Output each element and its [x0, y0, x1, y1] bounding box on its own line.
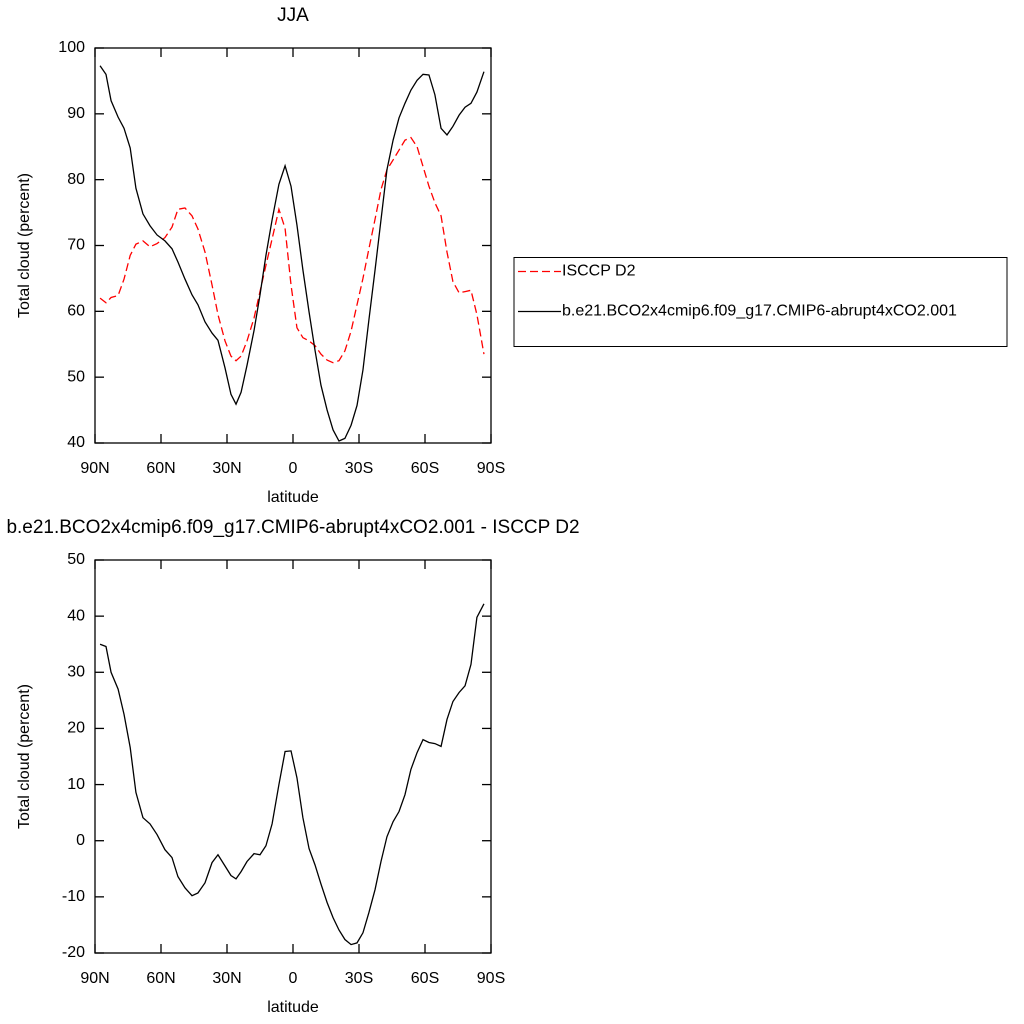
y-tick-label: 40	[67, 607, 85, 624]
x-tick-label: 30N	[212, 970, 241, 987]
y-tick-label: -20	[62, 944, 85, 961]
x-axis-label: latitude	[267, 999, 319, 1016]
y-tick-label: 30	[67, 664, 85, 681]
x-tick-label: 90S	[477, 460, 505, 477]
data-line	[99, 65, 485, 442]
chart-title: b.e21.BCO2x4cmip6.f09_g17.CMIP6-abrupt4x…	[6, 517, 579, 538]
y-tick-label: 100	[58, 39, 85, 56]
y-axis-label: Total cloud (percent)	[16, 173, 33, 318]
y-axis-label: Total cloud (percent)	[16, 684, 33, 829]
y-tick-label: -10	[62, 888, 85, 905]
y-tick-label: 70	[67, 237, 85, 254]
x-tick-label: 30S	[345, 460, 373, 477]
x-tick-label: 60N	[146, 970, 175, 987]
chart-title: JJA	[277, 5, 309, 26]
x-tick-label: 90N	[80, 460, 109, 477]
plot-frame	[94, 47, 492, 444]
legend-box	[513, 257, 1008, 347]
x-tick-label: 60S	[411, 970, 439, 987]
x-tick-label: 30S	[345, 970, 373, 987]
x-tick-label: 90S	[477, 970, 505, 987]
y-tick-label: 50	[67, 551, 85, 568]
y-tick-label: 40	[67, 434, 85, 451]
data-line	[99, 136, 485, 364]
y-tick-label: 90	[67, 105, 85, 122]
x-tick-label: 90N	[80, 970, 109, 987]
x-tick-label: 0	[289, 970, 298, 987]
y-tick-label: 50	[67, 368, 85, 385]
x-axis-label: latitude	[267, 489, 319, 506]
legend-label: b.e21.BCO2x4cmip6.f09_g17.CMIP6-abrupt4x…	[562, 303, 957, 320]
x-tick-label: 60S	[411, 460, 439, 477]
x-tick-label: 30N	[212, 460, 241, 477]
y-tick-label: 20	[67, 720, 85, 737]
data-line	[99, 603, 485, 946]
y-tick-label: 0	[76, 832, 85, 849]
x-tick-label: 0	[289, 460, 298, 477]
legend-label: ISCCP D2	[562, 263, 636, 280]
y-tick-label: 60	[67, 303, 85, 320]
y-tick-label: 80	[67, 171, 85, 188]
plot-frame	[94, 559, 492, 954]
x-tick-label: 60N	[146, 460, 175, 477]
y-tick-label: 10	[67, 776, 85, 793]
